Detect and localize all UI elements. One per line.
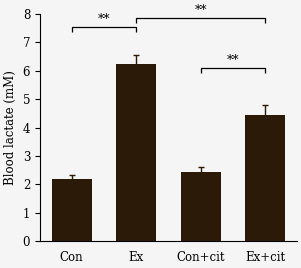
Bar — [245, 115, 285, 241]
Text: **: ** — [98, 13, 110, 26]
Text: **: ** — [227, 54, 239, 67]
Text: **: ** — [194, 5, 207, 17]
Y-axis label: Blood lactate (mM): Blood lactate (mM) — [4, 70, 17, 185]
Bar — [116, 64, 156, 241]
Bar — [181, 172, 221, 241]
Bar — [51, 179, 92, 241]
